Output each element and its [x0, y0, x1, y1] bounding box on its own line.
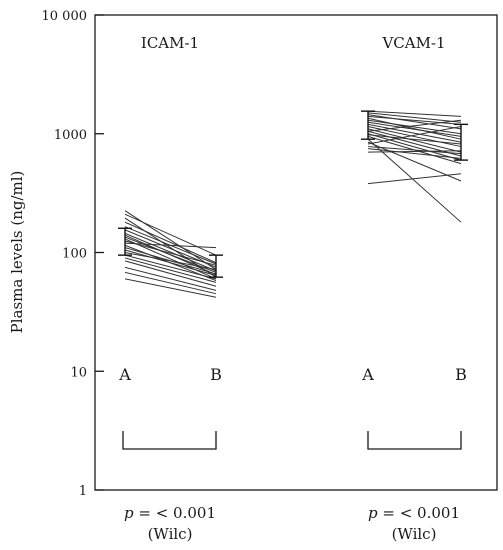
subject-line [367, 130, 462, 157]
subject-line [367, 150, 462, 153]
group-label-b: B [455, 365, 467, 384]
subject-line [367, 117, 462, 140]
panel-title: ICAM-1 [141, 34, 199, 52]
y-tick-label: 1 [79, 484, 87, 499]
subject-line [124, 210, 217, 270]
test-name: (Wilc) [148, 525, 193, 543]
subject-line [367, 128, 462, 153]
subject-line [367, 146, 462, 155]
p-value: p = < 0.001 [124, 504, 216, 522]
subject-line [367, 115, 462, 125]
subject-line [367, 138, 462, 223]
subject-line [124, 232, 217, 272]
group-label-b: B [210, 365, 222, 384]
y-tick-label: 10 [70, 365, 87, 380]
subject-line [367, 112, 462, 123]
subject-line [367, 173, 462, 185]
y-tick-label: 100 [62, 247, 87, 262]
subject-line [367, 126, 462, 145]
subject-line [367, 133, 462, 161]
subject-line [124, 257, 217, 283]
subject-line [367, 114, 462, 130]
subject-line [124, 221, 217, 264]
series-lines [367, 110, 462, 223]
subject-line [124, 254, 217, 280]
subject-line [124, 249, 217, 276]
subject-line [124, 266, 217, 291]
subject-line [124, 278, 217, 298]
subject-line [367, 119, 462, 132]
group-label-a: A [118, 365, 131, 384]
subject-line [124, 252, 217, 270]
subject-line [124, 217, 217, 278]
panel-vcam: VCAM-1 A B p = < 0.001 (Wilc) [361, 34, 468, 543]
y-axis: 1 10 100 1000 10 000 [42, 9, 104, 499]
group-label-a: A [361, 365, 374, 384]
p-value: p = < 0.001 [368, 504, 460, 522]
subject-line [124, 213, 217, 256]
y-tick-label: 1000 [54, 128, 87, 143]
error-bars [361, 110, 468, 161]
test-name: (Wilc) [392, 525, 437, 543]
error-bars [118, 227, 223, 278]
subject-line [124, 240, 217, 266]
subject-line [367, 141, 462, 182]
subject-line [124, 260, 217, 287]
subject-line [367, 110, 462, 117]
subject-line [367, 134, 462, 145]
subject-line [367, 119, 462, 135]
subject-line [367, 148, 462, 159]
subject-line [124, 242, 217, 249]
panel-icam: ICAM-1 A B p = < 0.001 (Wilc) [118, 34, 223, 543]
subject-line [367, 121, 462, 137]
panel-title: VCAM-1 [381, 34, 445, 52]
subject-line [124, 238, 217, 280]
comparison-bracket [122, 431, 217, 450]
y-tick-label: 10 000 [42, 9, 88, 24]
subject-line [124, 271, 217, 295]
series-lines [124, 210, 217, 298]
comparison-bracket [367, 431, 462, 450]
subject-line [367, 123, 462, 143]
y-axis-label: Plasma levels (ng/ml) [8, 171, 26, 334]
